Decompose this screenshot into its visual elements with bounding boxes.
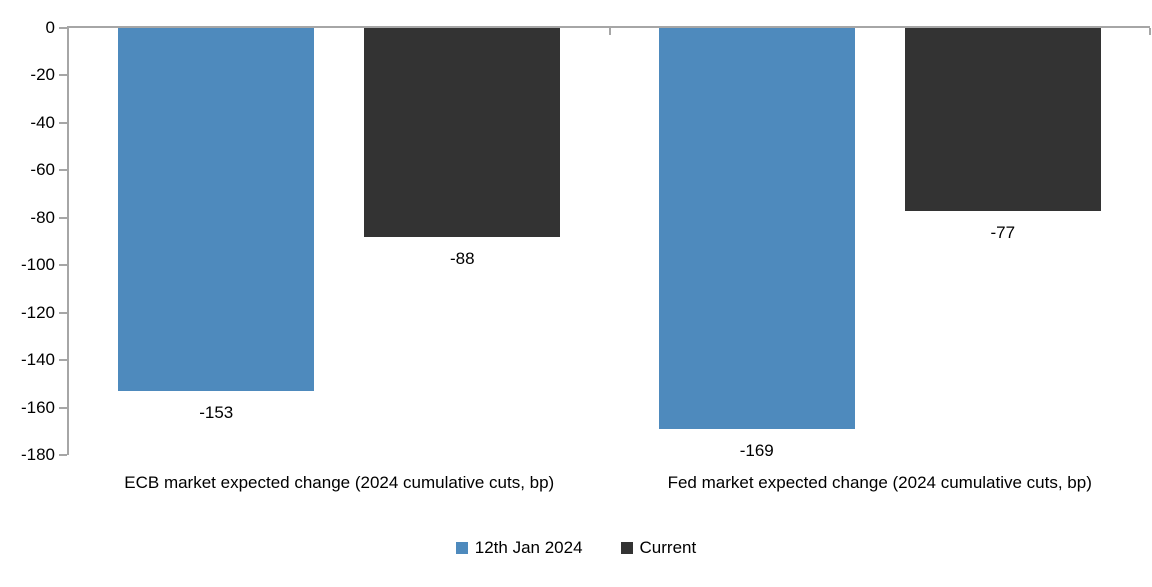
bar-current	[364, 28, 561, 237]
y-axis-tick-label: -20	[30, 65, 55, 85]
bar-current	[904, 28, 1101, 211]
bar-value-label: -77	[990, 222, 1016, 242]
bar-value-label: -169	[739, 440, 774, 460]
y-axis-tick-label: -120	[20, 302, 55, 322]
y-axis-tick	[59, 454, 67, 456]
y-axis-tick-label: -160	[20, 397, 55, 417]
y-axis-tick	[59, 406, 67, 409]
legend-label-current: Current	[639, 538, 697, 557]
y-axis-tick-label: -40	[30, 112, 55, 132]
y-axis-tick	[59, 169, 67, 172]
category-axis-tick	[608, 28, 611, 35]
legend-label-jan: 12th Jan 2024	[474, 538, 583, 557]
y-axis-tick	[59, 74, 67, 77]
zero-baseline	[69, 26, 1150, 28]
legend-swatch-dark-icon	[620, 542, 633, 554]
y-axis-tick-label: -100	[20, 255, 55, 275]
plot-area: 0 -20 -40 -60 -80 -100 -120 -140 -160 -180 -153 -16…	[21, 18, 1151, 492]
legend-swatch-blue-icon	[455, 542, 468, 554]
legend-item-jan: 12th Jan 2024	[455, 538, 583, 558]
y-axis-tick	[59, 121, 67, 124]
y-axis-tick	[59, 27, 67, 29]
y-axis-tick-label: -60	[30, 160, 55, 180]
bar-value-label: -153	[199, 402, 234, 422]
legend-item-current: Current	[620, 538, 697, 558]
y-axis-tick-label: 0	[45, 18, 55, 37]
y-axis-line	[67, 26, 69, 455]
bar-12th-jan-2024	[658, 28, 855, 429]
category-label: ECB market expected change (2024 cumulat…	[124, 473, 555, 492]
category-label: Fed market expected change (2024 cumulat…	[667, 473, 1092, 492]
y-axis-tick	[59, 216, 67, 219]
y-axis-tick-label: -140	[20, 350, 55, 370]
y-axis-tick-label: -80	[30, 207, 55, 227]
y-axis-tick	[59, 311, 67, 314]
bar-value-label: -88	[449, 248, 475, 268]
legend: 12th Jan 2024 Current	[0, 538, 1152, 558]
bar-12th-jan-2024	[118, 28, 315, 391]
category-axis-tick	[1149, 28, 1151, 35]
y-axis-tick-label: -180	[20, 445, 55, 464]
y-axis-tick	[59, 359, 67, 362]
y-axis-tick	[59, 264, 67, 267]
